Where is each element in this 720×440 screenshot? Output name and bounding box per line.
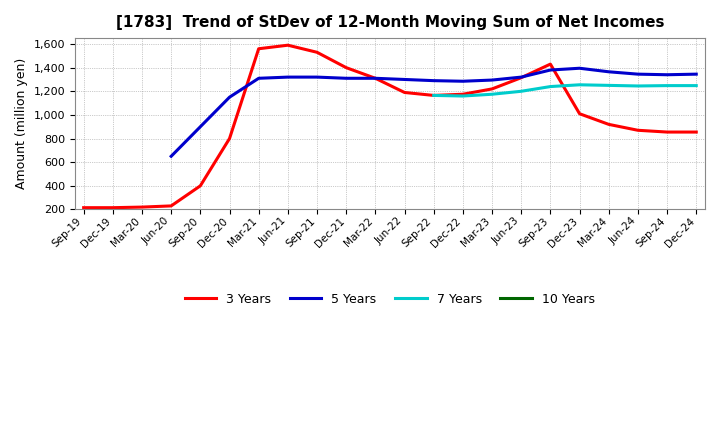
7 Years (662, 83, 671, 88)
3 Years (662, 129, 671, 135)
3 Years (284, 43, 292, 48)
Title: [1783]  Trend of StDev of 12-Month Moving Sum of Net Incomes: [1783] Trend of StDev of 12-Month Moving… (116, 15, 665, 30)
3 Years (575, 111, 584, 116)
3 Years (517, 75, 526, 81)
3 Years (312, 50, 321, 55)
3 Years (546, 62, 554, 67)
5 Years (692, 72, 701, 77)
3 Years (254, 46, 263, 51)
3 Years (167, 203, 176, 209)
5 Years (284, 74, 292, 80)
5 Years (546, 67, 554, 73)
5 Years (517, 74, 526, 80)
5 Years (225, 95, 234, 100)
7 Years (692, 83, 701, 88)
3 Years (342, 65, 351, 70)
Y-axis label: Amount (million yen): Amount (million yen) (15, 58, 28, 189)
3 Years (487, 86, 496, 92)
3 Years (109, 205, 117, 210)
7 Years (459, 93, 467, 99)
3 Years (459, 92, 467, 97)
5 Years (575, 66, 584, 71)
7 Years (517, 88, 526, 94)
7 Years (575, 82, 584, 88)
5 Years (429, 78, 438, 83)
7 Years (634, 83, 642, 88)
5 Years (371, 76, 379, 81)
3 Years (225, 136, 234, 141)
3 Years (429, 93, 438, 98)
3 Years (371, 76, 379, 81)
5 Years (312, 74, 321, 80)
3 Years (79, 205, 88, 210)
3 Years (400, 90, 409, 95)
3 Years (138, 205, 146, 210)
5 Years (400, 77, 409, 82)
7 Years (604, 83, 613, 88)
3 Years (692, 129, 701, 135)
3 Years (604, 122, 613, 127)
7 Years (546, 84, 554, 89)
5 Years (342, 76, 351, 81)
3 Years (196, 183, 204, 188)
7 Years (429, 93, 438, 98)
5 Years (634, 72, 642, 77)
5 Years (662, 72, 671, 77)
Legend: 3 Years, 5 Years, 7 Years, 10 Years: 3 Years, 5 Years, 7 Years, 10 Years (180, 288, 600, 311)
5 Years (487, 77, 496, 83)
7 Years (487, 92, 496, 97)
5 Years (167, 154, 176, 159)
3 Years (634, 128, 642, 133)
5 Years (459, 79, 467, 84)
5 Years (254, 76, 263, 81)
Line: 3 Years: 3 Years (84, 45, 696, 208)
Line: 5 Years: 5 Years (171, 68, 696, 156)
5 Years (196, 124, 204, 129)
Line: 7 Years: 7 Years (433, 85, 696, 96)
5 Years (604, 69, 613, 74)
